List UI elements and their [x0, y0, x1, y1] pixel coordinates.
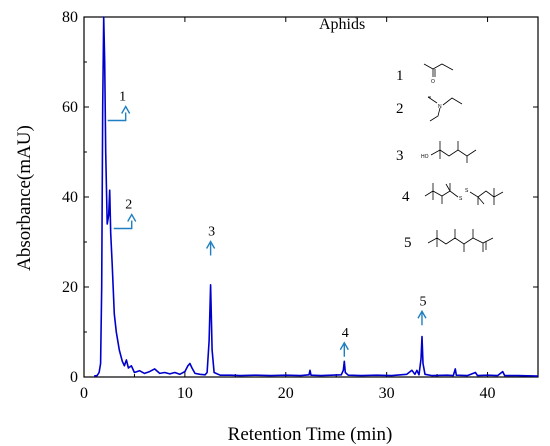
peak-annotation-1: 1	[107, 90, 131, 122]
x-tick-label: 30	[379, 385, 395, 402]
annotation-arrow-head	[127, 213, 137, 222]
annotation-label: 2	[125, 198, 132, 213]
structure-4-skeleton: S S	[424, 183, 504, 205]
structure-1-atom-o: O	[431, 79, 435, 85]
structure-legend: 1 O 2 N 3 HO	[396, 63, 504, 252]
peak-annotation-3: 3	[206, 225, 216, 256]
x-tick-label: 40	[480, 385, 496, 402]
peak-annotation-4: 4	[339, 326, 349, 357]
structure-4-atom-s1: S	[459, 196, 463, 202]
structure-1-skeleton: O	[423, 63, 454, 85]
annotation-arrow-head	[417, 309, 427, 319]
axis-ticks: 0 10 20 30 40 0 20 40 60 80	[62, 9, 538, 402]
annotation-arrow-head	[121, 105, 131, 114]
annotation-label: 4	[342, 326, 349, 341]
structure-3-skeleton: HO	[421, 141, 477, 163]
structure-2-atom-n: N	[438, 104, 442, 110]
x-tick-label: 20	[278, 385, 294, 402]
x-tick-label: 0	[80, 385, 88, 402]
structure-2-skeleton: N	[427, 96, 463, 122]
peak-annotations: 1 2 3 4 5	[107, 90, 427, 357]
annotation-label: 3	[208, 225, 215, 240]
annotation-arrow-head	[206, 240, 216, 249]
chart-title: Aphids	[319, 16, 365, 33]
y-tick-label: 0	[70, 369, 78, 386]
y-tick-label: 20	[62, 279, 78, 296]
annotation-label: 5	[419, 294, 426, 309]
structure-number-4: 4	[402, 189, 410, 205]
y-axis-title: Absorbance(mAU)	[14, 125, 35, 271]
chromatogram-trace	[93, 16, 539, 377]
structure-number-3: 3	[396, 148, 404, 164]
annotation-label: 1	[119, 90, 126, 105]
structure-number-5: 5	[404, 235, 412, 251]
structure-3-atom-ho: HO	[421, 154, 429, 160]
plot-border	[83, 16, 539, 378]
y-tick-label: 60	[62, 99, 78, 116]
peak-annotation-5: 5	[417, 294, 427, 326]
x-tick-label: 10	[177, 385, 193, 402]
series-layer	[93, 16, 539, 377]
x-axis-title: Retention Time (min)	[228, 424, 393, 445]
structure-5-skeleton	[427, 229, 494, 252]
plot-frame	[83, 16, 539, 378]
structure-number-2: 2	[396, 101, 404, 117]
peak-annotation-2: 2	[113, 198, 137, 230]
structure-4-atom-s2: S	[465, 188, 469, 194]
y-tick-label: 40	[62, 189, 78, 206]
annotation-arrow	[107, 112, 127, 122]
annotation-arrow-head	[339, 341, 349, 351]
structure-number-1: 1	[396, 68, 404, 84]
y-tick-label: 80	[62, 9, 78, 26]
annotation-arrow	[113, 220, 133, 230]
